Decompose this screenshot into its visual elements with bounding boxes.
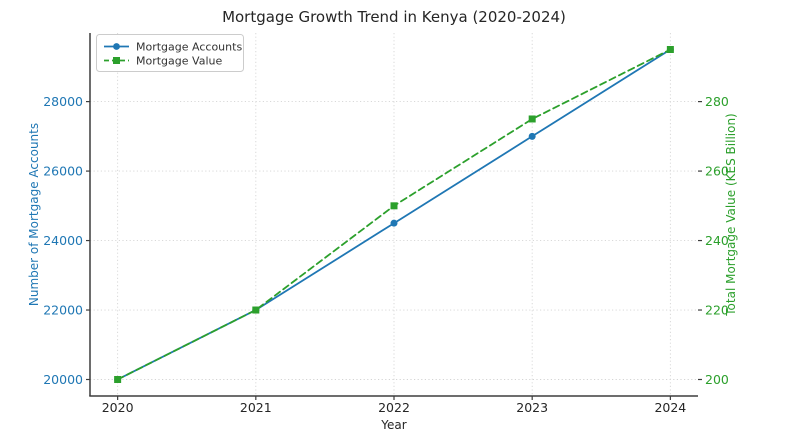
x-axis-label: Year	[380, 418, 406, 432]
legend-circle-marker-icon	[113, 43, 120, 50]
y-right-tick-label: 260	[705, 164, 729, 179]
legend-item-mortgage-accounts: Mortgage Accounts	[104, 41, 242, 54]
y-left-tick-label: 26000	[43, 164, 83, 179]
y-left-tick-label: 20000	[43, 372, 83, 387]
y-right-tick-label: 280	[705, 94, 729, 109]
data-point-square	[114, 376, 122, 383]
x-tick-label: 2023	[516, 400, 548, 415]
x-tick-label: 2022	[378, 400, 410, 415]
y-right-tick-label: 240	[705, 233, 729, 248]
y-left-tick-label: 28000	[43, 94, 83, 109]
series-layer	[114, 46, 674, 383]
y-left-tick-label: 24000	[43, 233, 83, 248]
legend-item-mortgage-value: Mortgage Value	[104, 55, 222, 68]
legend-square-marker-icon	[113, 57, 120, 64]
spine-layer	[89, 33, 698, 397]
y-right-tick-label: 220	[705, 303, 729, 318]
tick-layer: 2020 2021 2022 2023 2024 20000 22000 24000 26000…	[43, 94, 729, 415]
legend-box	[96, 34, 244, 72]
legend-label-value: Mortgage Value	[136, 55, 222, 68]
x-tick-label: 2020	[102, 400, 134, 415]
legend-label-accounts: Mortgage Accounts	[136, 41, 242, 54]
data-point-square	[390, 202, 398, 210]
data-point-circle	[528, 132, 536, 140]
y-axis-label-right: Total Mortgage Value (KES Billion)	[724, 113, 738, 317]
grid-layer	[90, 33, 698, 396]
x-tick-label: 2021	[240, 400, 272, 415]
y-axis-label-left: Number of Mortgage Accounts	[27, 123, 41, 306]
data-point-square	[528, 115, 536, 123]
legend: Mortgage Accounts Mortgage Value	[96, 34, 244, 72]
data-point-circle	[390, 219, 398, 227]
data-point-square	[666, 46, 674, 53]
y-left-tick-label: 22000	[43, 303, 83, 318]
data-point-square	[252, 306, 260, 314]
chart-title: Mortgage Growth Trend in Kenya (2020-202…	[222, 8, 566, 26]
x-tick-label: 2024	[654, 400, 686, 415]
y-right-tick-label: 200	[705, 372, 729, 387]
